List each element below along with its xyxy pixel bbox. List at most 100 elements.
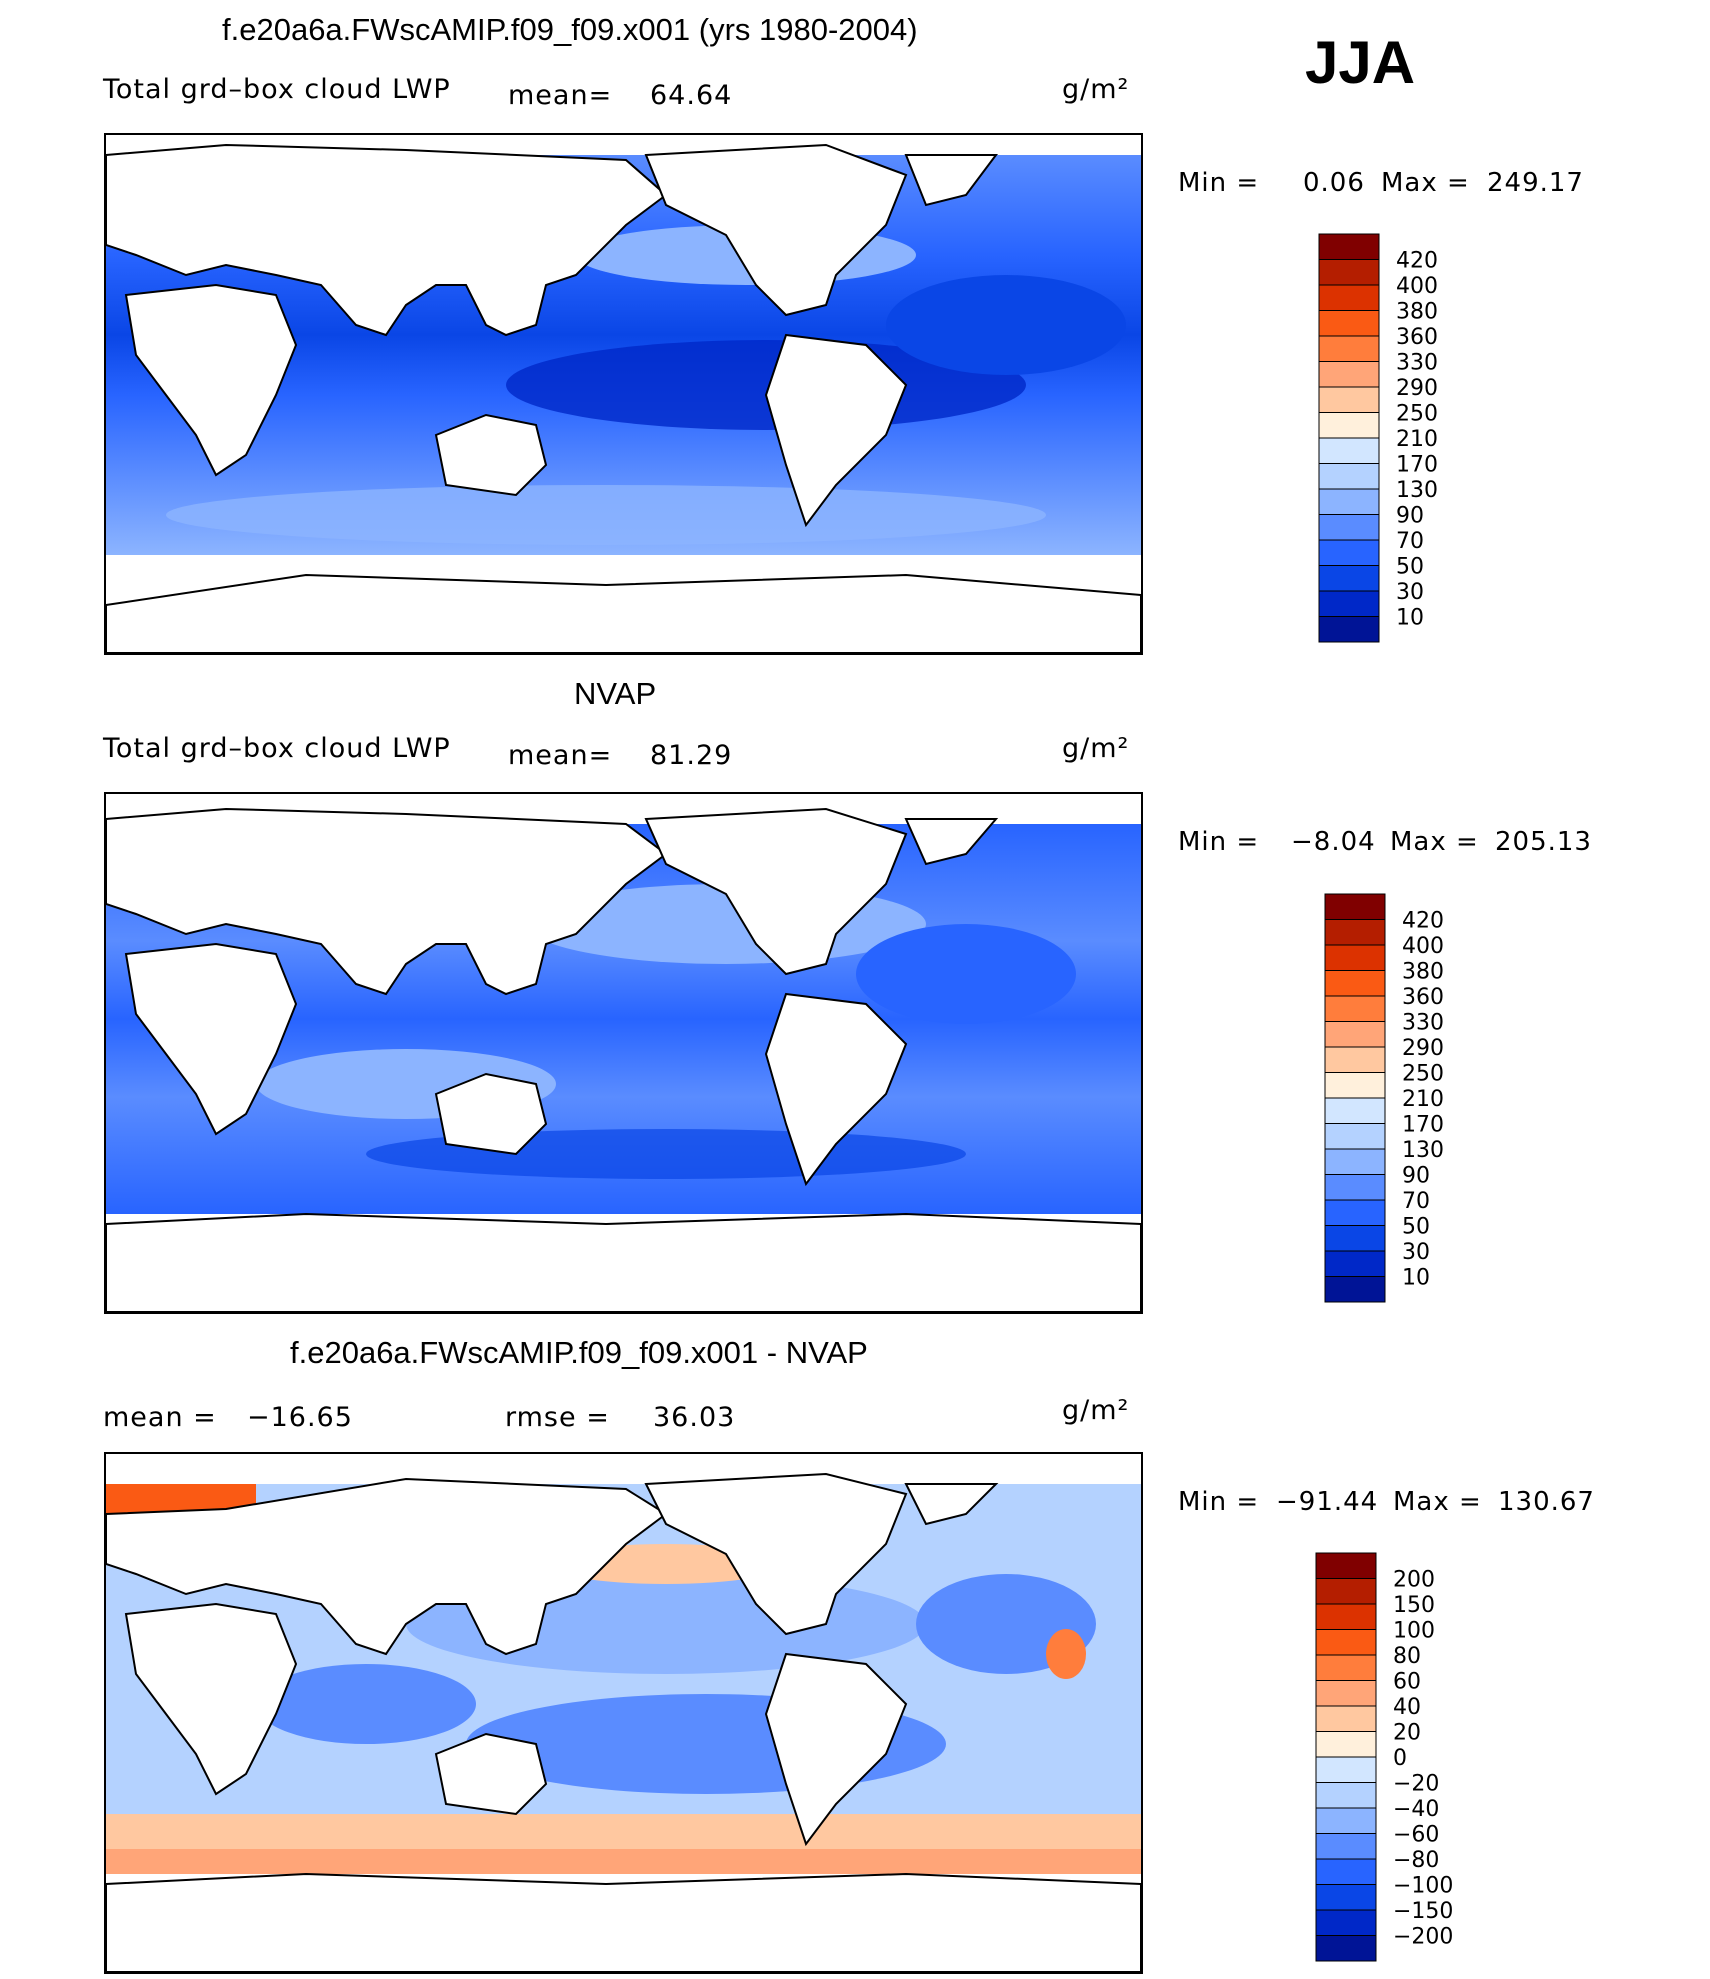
panel-3-map-svg <box>106 1472 1141 1972</box>
panel-1-min-value: 0.06 <box>1303 168 1365 198</box>
panel-1-units: g/m² <box>1062 74 1130 105</box>
colorbar-swatch <box>1324 1123 1386 1150</box>
colorbar-tick-label: 210 <box>1402 1087 1444 1112</box>
colorbar-tick-label: 400 <box>1396 274 1438 299</box>
panel-2-mean-value: 81.29 <box>650 740 733 771</box>
colorbar-tick-label: 30 <box>1402 1240 1430 1265</box>
colorbar-tick-label: 100 <box>1393 1619 1435 1644</box>
colorbar-swatch <box>1324 1021 1386 1048</box>
colorbar-tick-label: 360 <box>1402 985 1444 1010</box>
panel-1-max-label: Max = <box>1381 168 1470 198</box>
colorbar-tick-label: 130 <box>1402 1138 1444 1163</box>
panel-2-min-label: Min = <box>1178 827 1260 857</box>
panel-1-colorbar: 420 400 380 360 330 290 250 210 170 130 90 70 50 30 10 <box>1318 233 1498 643</box>
colorbar-tick-label: 170 <box>1402 1113 1444 1138</box>
colorbar-tick-label: 360 <box>1396 325 1438 350</box>
colorbar-swatch <box>1324 1225 1386 1252</box>
colorbar-tick-label: 150 <box>1393 1593 1435 1618</box>
colorbar-tick-label: 290 <box>1402 1036 1444 1061</box>
colorbar-swatch <box>1324 1174 1386 1201</box>
panel-2-field-band <box>856 924 1076 1024</box>
colorbar-swatch <box>1324 1250 1386 1277</box>
panel-3-title: f.e20a6a.FWscAMIP.f09_f09.x001 - NVAP <box>290 1335 868 1370</box>
colorbar-swatch <box>1318 412 1380 439</box>
colorbar-tick-label: 380 <box>1402 960 1444 985</box>
colorbar-swatch <box>1315 1680 1377 1707</box>
panel-1-variable: Total grd–box cloud LWP <box>103 74 451 105</box>
colorbar-tick-label: 10 <box>1402 1266 1430 1291</box>
panel-1-mean-value: 64.64 <box>650 80 733 111</box>
panel-2-map <box>104 792 1143 1314</box>
panel-2-mean-label: mean= <box>508 740 613 771</box>
panel-1-min-label: Min = <box>1178 168 1260 198</box>
panel-2-units: g/m² <box>1062 733 1130 764</box>
panel-1-field-band <box>886 275 1126 375</box>
colorbar-tick-label: −100 <box>1393 1874 1453 1899</box>
panel-3-colorbar-svg: 200150100806040200−20−40−60−80−100−150−2… <box>1315 1552 1453 1962</box>
panel-3-mean-label: mean = <box>103 1402 217 1433</box>
colorbar-tick-label: 330 <box>1396 351 1438 376</box>
colorbar-tick-label: 50 <box>1402 1215 1430 1240</box>
panel-2-max-value: 205.13 <box>1495 827 1592 857</box>
colorbar-tick-label: −60 <box>1393 1823 1439 1848</box>
panel-2-max-label: Max = <box>1390 827 1479 857</box>
panel-2-title: NVAP <box>574 676 657 711</box>
colorbar-swatch <box>1318 335 1380 362</box>
panel-2-map-svg <box>106 807 1141 1312</box>
panel-2-min-value: −8.04 <box>1291 827 1376 857</box>
colorbar-tick-label: 200 <box>1393 1568 1435 1593</box>
colorbar-tick-label: 0 <box>1393 1746 1407 1771</box>
colorbar-tick-label: 170 <box>1396 453 1438 478</box>
colorbar-swatch <box>1318 259 1380 286</box>
colorbar-swatch <box>1315 1756 1377 1783</box>
colorbar-swatch <box>1324 1148 1386 1175</box>
colorbar-tick-label: 80 <box>1393 1644 1421 1669</box>
panel-1-map <box>104 133 1143 655</box>
panel-3-min-value: −91.44 <box>1276 1487 1379 1517</box>
panel-3-field-band <box>256 1664 476 1744</box>
colorbar-tick-label: 250 <box>1396 402 1438 427</box>
colorbar-tick-label: 290 <box>1396 376 1438 401</box>
colorbar-swatch <box>1315 1909 1377 1936</box>
colorbar-swatch <box>1315 1807 1377 1834</box>
colorbar-tick-label: 130 <box>1396 478 1438 503</box>
colorbar-swatch <box>1318 233 1380 260</box>
colorbar-swatch <box>1318 361 1380 388</box>
panel-3-field-band <box>1046 1629 1086 1679</box>
colorbar-tick-label: −20 <box>1393 1772 1439 1797</box>
panel-1-max-value: 249.17 <box>1487 168 1584 198</box>
panel-3-rmse-value: 36.03 <box>653 1402 736 1433</box>
colorbar-swatch <box>1315 1705 1377 1732</box>
colorbar-swatch <box>1318 590 1380 617</box>
colorbar-swatch <box>1318 284 1380 311</box>
colorbar-tick-label: 50 <box>1396 555 1424 580</box>
colorbar-tick-label: −150 <box>1393 1899 1453 1924</box>
colorbar-swatch <box>1324 944 1386 971</box>
colorbar-swatch <box>1315 1578 1377 1605</box>
panel-3-min-label: Min = <box>1178 1487 1260 1517</box>
colorbar-swatch <box>1324 970 1386 997</box>
panel-3-max-value: 130.67 <box>1498 1487 1595 1517</box>
colorbar-swatch <box>1315 1731 1377 1758</box>
colorbar-swatch <box>1318 386 1380 413</box>
colorbar-swatch <box>1324 1046 1386 1073</box>
season-label: JJA <box>1305 29 1416 96</box>
panel-3-land <box>106 1472 1141 1972</box>
colorbar-tick-label: 400 <box>1402 934 1444 959</box>
colorbar-tick-label: 210 <box>1396 427 1438 452</box>
panel-2-variable: Total grd–box cloud LWP <box>103 733 451 764</box>
colorbar-tick-label: 90 <box>1402 1164 1430 1189</box>
colorbar-swatch <box>1318 514 1380 541</box>
colorbar-swatch <box>1324 995 1386 1022</box>
colorbar-tick-label: 420 <box>1396 249 1438 274</box>
colorbar-tick-label: 60 <box>1393 1670 1421 1695</box>
colorbar-swatch <box>1324 1097 1386 1124</box>
panel-3-colorbar: 200 150 100 80 60 40 20 0 −20 −40 −60 −80 −100 −150 −2… <box>1315 1552 1495 1962</box>
panel-3-rmse-label: rmse = <box>505 1402 610 1433</box>
panel-1-mean-label: mean= <box>508 80 613 111</box>
colorbar-swatch <box>1315 1884 1377 1911</box>
colorbar-tick-label: 10 <box>1396 606 1424 631</box>
colorbar-tick-label: 70 <box>1402 1189 1430 1214</box>
colorbar-swatch <box>1324 919 1386 946</box>
